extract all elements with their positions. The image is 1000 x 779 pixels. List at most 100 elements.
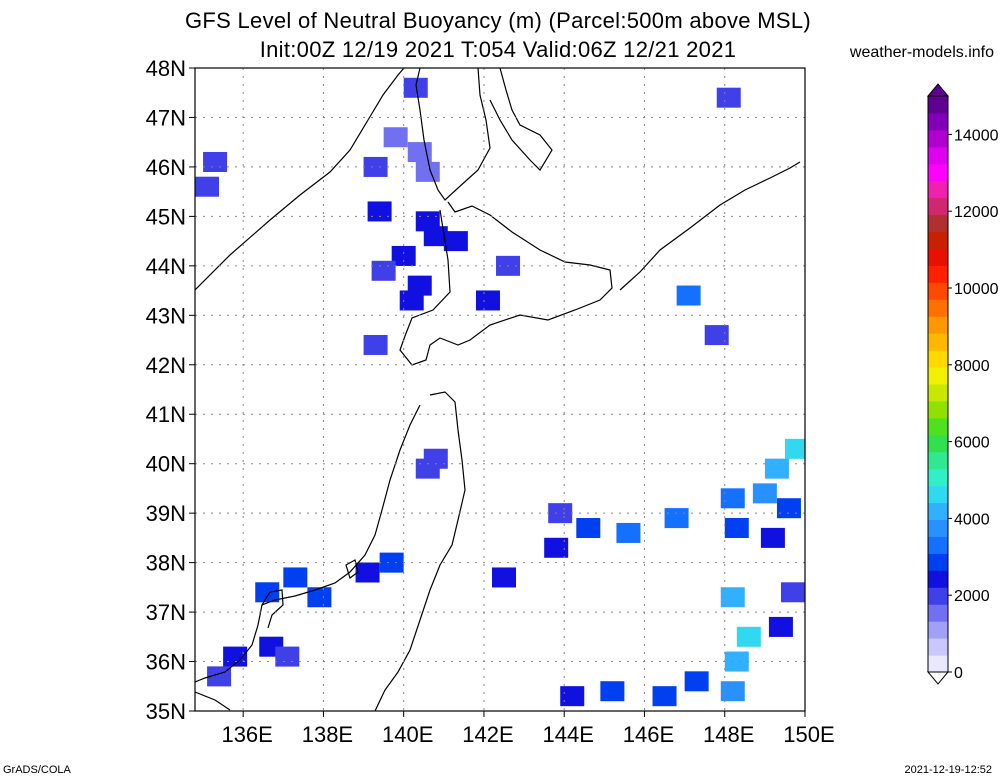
lon-label: 146E (623, 722, 674, 747)
lat-label: 35N (146, 699, 186, 724)
colorbar-segment (928, 146, 948, 165)
field-cell-33 (724, 517, 749, 538)
colorbar-max-triangle (926, 83, 950, 97)
coastline-hokkaido (399, 201, 613, 366)
colorbar-segment (928, 553, 948, 571)
colorbar-label: 12000 (954, 204, 999, 221)
chart-subtitle: Init:00Z 12/19 2021 T:054 Valid:06Z 12/2… (259, 37, 737, 62)
colorbar-segment (928, 587, 948, 605)
colorbar-segment (928, 451, 948, 470)
lat-label: 38N (146, 551, 186, 576)
colorbar-segment (928, 434, 948, 453)
field-cell-46 (736, 626, 761, 647)
field-cell-54 (684, 671, 709, 692)
lat-label: 43N (146, 303, 186, 328)
field-cell-50 (720, 681, 745, 702)
lat-label: 36N (146, 650, 186, 675)
lat-label: 39N (146, 501, 186, 526)
lat-label: 45N (146, 204, 186, 229)
field-cell-32 (776, 498, 801, 519)
field-cell-41 (223, 646, 248, 667)
footer-timestamp: 2021-12-19-12:52 (904, 764, 992, 776)
field-cell-15 (399, 290, 424, 311)
field-cell-24 (576, 517, 601, 538)
colorbar-segment (928, 248, 948, 266)
coastline-mainland-asia (195, 68, 405, 291)
colorbar-segment (928, 299, 948, 317)
coastline-sakhalin (415, 68, 553, 201)
colorbar-segment (928, 604, 948, 622)
colorbar-segment (928, 485, 948, 504)
field-cell-53 (560, 686, 585, 707)
colorbar-segment (928, 129, 948, 148)
colorbar-label: 8000 (954, 358, 990, 375)
graticule (195, 68, 805, 711)
colorbar-segment (928, 638, 948, 656)
colorbar-segment (928, 468, 948, 487)
field-cell-20 (363, 334, 388, 355)
field-cell-52 (652, 686, 677, 707)
lon-label: 144E (543, 722, 594, 747)
site-credit: weather-models.info (849, 44, 994, 61)
colorbar-segment (928, 536, 948, 554)
field-cell-28 (720, 488, 745, 509)
colorbar-segment (928, 655, 948, 673)
colorbar: 0 2000 4000 6000 8000 10000 12000 14000 (926, 83, 999, 685)
field-cell-13 (371, 260, 396, 281)
colorbar-segment (928, 231, 948, 249)
lon-label: 140E (382, 722, 433, 747)
colorbar-segment (928, 214, 948, 233)
field-cell-25 (616, 522, 641, 543)
field-cell-29 (752, 483, 777, 504)
colorbar-frame (927, 95, 949, 673)
lat-label: 44N (146, 254, 186, 279)
field-cell-2 (403, 77, 428, 98)
field-cell-26 (664, 508, 689, 529)
colorbar-segment (928, 384, 948, 402)
coastline-honshu-west (195, 404, 421, 683)
field-cell-4 (383, 127, 408, 148)
footer-software: GrADS/COLA (3, 764, 71, 776)
colorbar-label: 4000 (954, 511, 990, 528)
colorbar-segment (928, 197, 948, 216)
colorbar-label: 0 (954, 665, 963, 682)
colorbar-segment (928, 570, 948, 588)
lon-label: 148E (703, 722, 754, 747)
plot-frame (194, 67, 806, 712)
field-cell-34 (760, 527, 785, 548)
field-cell-49 (768, 616, 793, 637)
field-cell-31 (784, 438, 805, 459)
colorbar-segment (928, 621, 948, 639)
field-cell-17 (475, 290, 500, 311)
colorbar-segment (928, 316, 948, 334)
field-cell-47 (724, 651, 749, 672)
colorbar-label: 14000 (954, 127, 999, 144)
lon-label: 142E (462, 722, 513, 747)
lat-label: 42N (146, 353, 186, 378)
coastline-honshu-east (374, 391, 466, 711)
coastline-noto (261, 589, 284, 629)
lat-label: 40N (146, 452, 186, 477)
field-cell-44 (275, 646, 300, 667)
colorbar-label: 2000 (954, 588, 990, 605)
field-cell-27 (544, 537, 569, 558)
colorbar-segment (928, 163, 948, 182)
field-cell-0 (203, 151, 228, 172)
colorbar-segment (928, 96, 948, 114)
field-cell-38 (355, 562, 380, 583)
colorbar-min-triangle (926, 671, 950, 685)
field-cell-48 (780, 582, 805, 603)
colorbar-segment (928, 282, 948, 300)
field-cell-11 (443, 231, 468, 252)
colorbar-segment (928, 417, 948, 436)
axis-ticks: 35N 36N 37N 38N 39N 40N 41N 42N 43N 44N 45N 46N 47N 4… (146, 56, 835, 747)
field-cell-35 (492, 567, 517, 588)
colorbar-segment (928, 333, 948, 351)
lat-label: 37N (146, 600, 186, 625)
coastline-sado (345, 559, 359, 579)
lat-label: 41N (146, 402, 186, 427)
lon-label: 136E (221, 722, 272, 747)
colorbar-segment (928, 112, 948, 131)
lat-label: 48N (146, 56, 186, 81)
